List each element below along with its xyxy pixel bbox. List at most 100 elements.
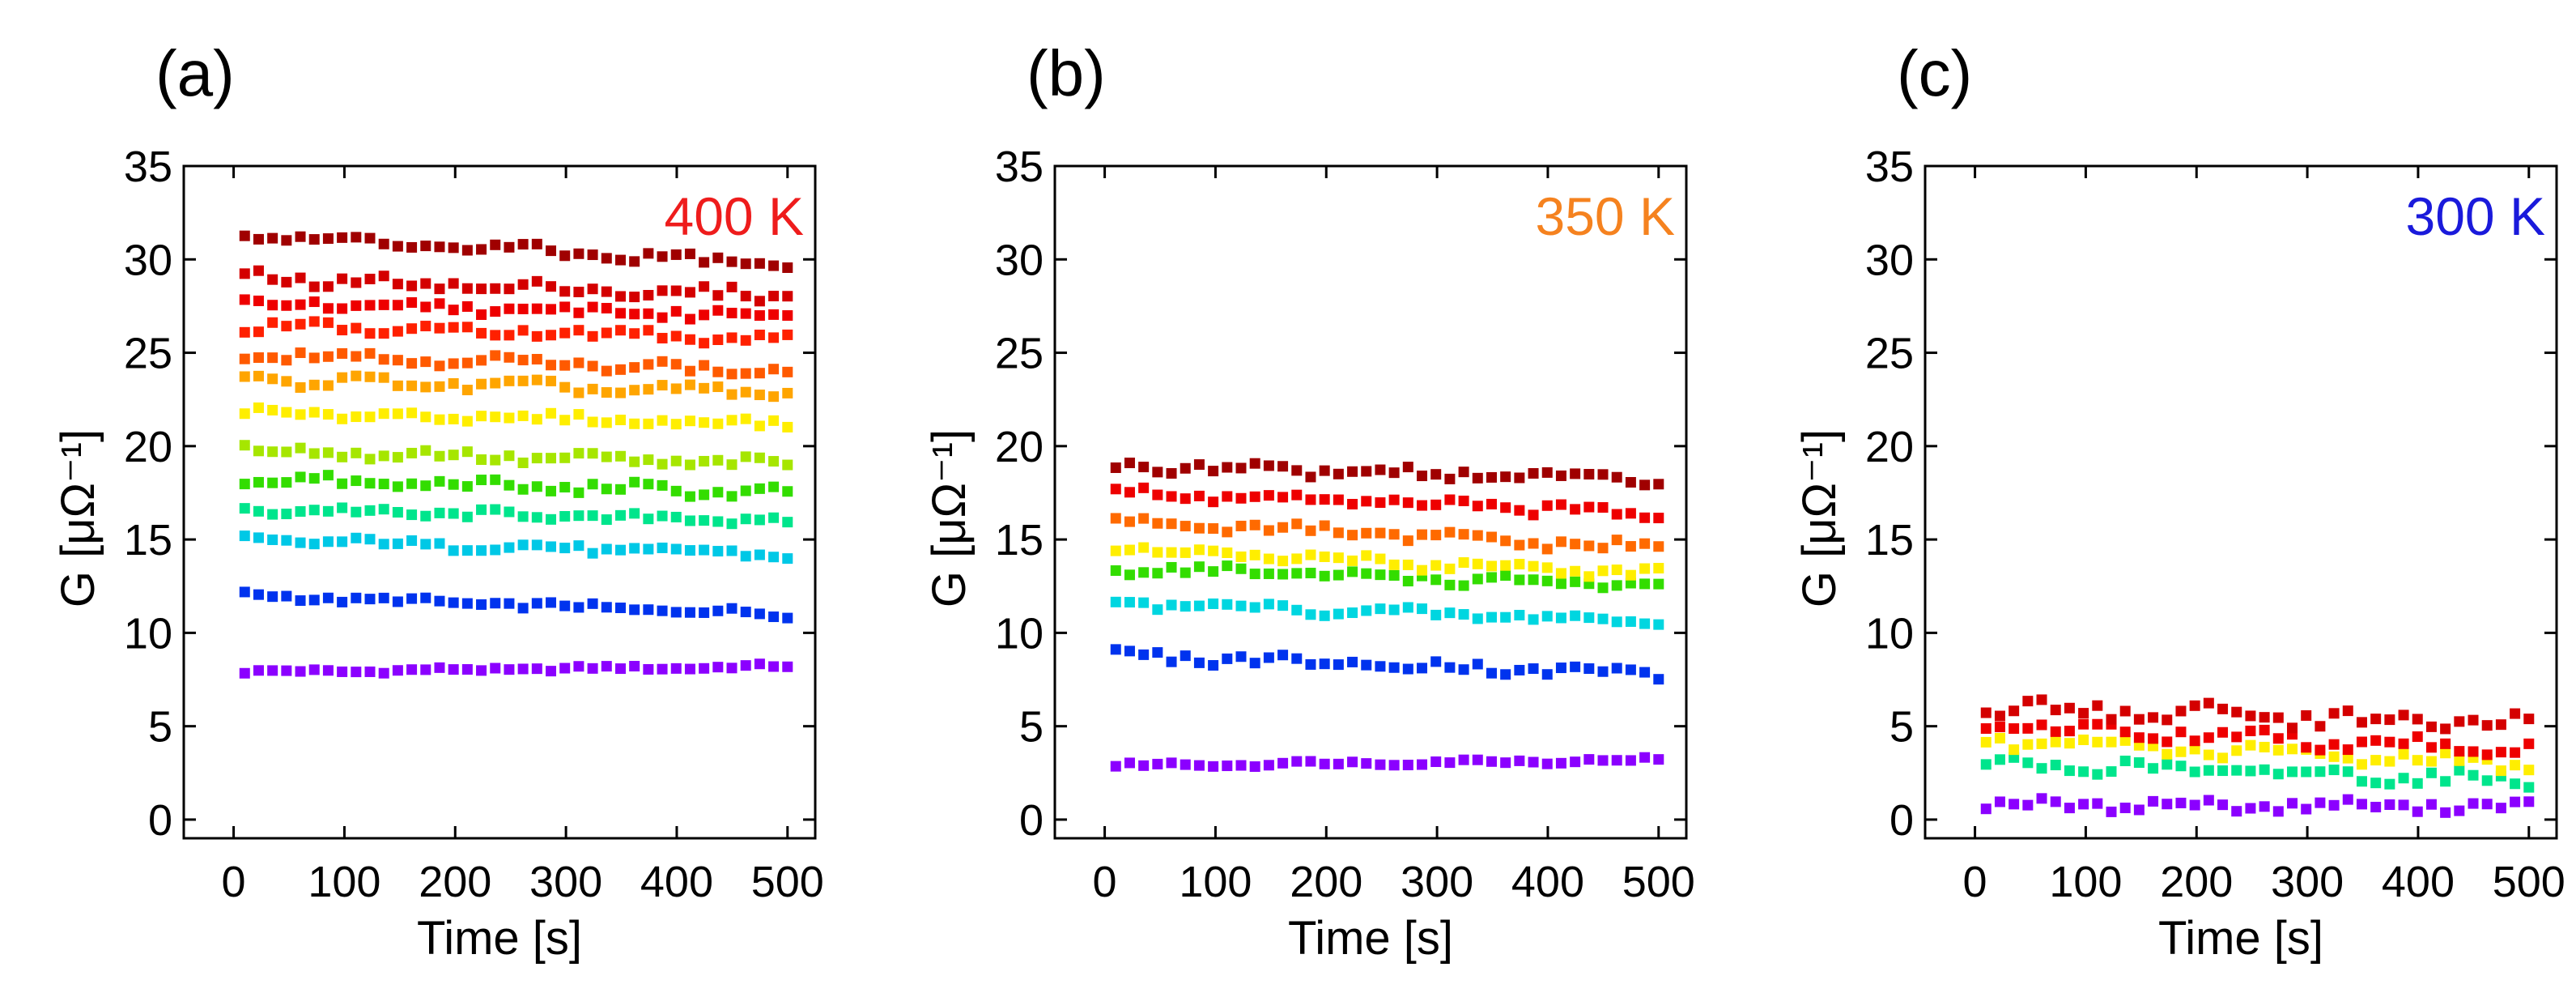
data-point	[2425, 756, 2437, 767]
data-point	[476, 475, 487, 486]
data-point	[308, 473, 320, 484]
data-point	[1402, 535, 1413, 547]
data-point	[1124, 516, 1135, 527]
data-point	[1110, 545, 1121, 556]
data-point	[476, 411, 487, 422]
data-point	[1180, 601, 1191, 612]
data-point	[2328, 799, 2340, 811]
data-point	[364, 371, 376, 382]
data-point	[1980, 707, 1992, 718]
data-point	[1570, 661, 1581, 672]
data-point	[1208, 598, 1219, 609]
data-point	[420, 445, 431, 456]
data-point	[2162, 799, 2173, 810]
data-point	[1263, 490, 1274, 501]
data-point	[684, 459, 695, 471]
data-point	[546, 666, 557, 677]
x-tick-label: 100	[1179, 858, 1252, 906]
data-point	[351, 447, 362, 458]
data-point	[740, 308, 751, 319]
data-point	[2050, 726, 2061, 737]
data-point	[406, 478, 418, 489]
data-point	[1347, 499, 1358, 510]
data-point	[295, 506, 306, 518]
data-point	[253, 402, 264, 413]
data-point	[1486, 756, 1497, 767]
data-point	[378, 299, 389, 310]
data-point	[448, 305, 459, 316]
y-tick-label: 10	[124, 609, 172, 658]
y-tick-label: 0	[1019, 796, 1044, 845]
data-point	[1388, 494, 1400, 505]
data-point	[2440, 738, 2451, 749]
series-s3	[1110, 596, 1664, 630]
y-tick-label: 20	[1865, 423, 1914, 471]
data-point	[670, 543, 682, 555]
data-point	[392, 665, 403, 676]
data-point	[364, 505, 376, 516]
data-points	[1980, 694, 2535, 818]
data-point	[1375, 464, 1386, 475]
data-point	[670, 249, 682, 260]
data-point	[1444, 473, 1456, 484]
data-point	[392, 507, 403, 518]
data-point	[1388, 467, 1400, 479]
data-point	[434, 322, 445, 334]
data-point	[392, 279, 403, 290]
data-point	[1249, 761, 1260, 773]
x-tick-label: 200	[2160, 858, 2233, 906]
data-point	[337, 413, 348, 424]
data-point	[1110, 761, 1121, 772]
data-point	[392, 380, 403, 391]
data-point	[461, 415, 473, 427]
data-point	[322, 505, 334, 517]
data-point	[2162, 736, 2173, 748]
data-point	[1458, 557, 1469, 569]
data-point	[546, 541, 557, 552]
data-point	[2398, 748, 2409, 760]
data-point	[546, 407, 557, 419]
series-s5	[1110, 542, 1664, 582]
data-point	[2301, 803, 2312, 815]
data-point	[1597, 666, 1609, 677]
data-point	[1388, 760, 1400, 771]
data-point	[1110, 462, 1121, 473]
data-point	[2301, 742, 2312, 753]
data-point	[1388, 559, 1400, 570]
data-point	[490, 454, 501, 466]
data-point	[392, 481, 403, 492]
data-point	[281, 509, 292, 520]
data-point	[337, 478, 348, 489]
y-tick-label: 25	[124, 330, 172, 378]
data-point	[1277, 650, 1289, 661]
data-point	[1444, 662, 1456, 673]
data-point	[614, 450, 626, 462]
data-point	[267, 665, 278, 676]
panel-letter: (c)	[1897, 37, 1972, 109]
data-point	[504, 506, 515, 518]
data-point	[2425, 799, 2437, 810]
data-point	[643, 604, 654, 616]
data-point	[392, 326, 403, 337]
data-point	[1291, 553, 1303, 565]
data-point	[1110, 484, 1121, 495]
data-point	[322, 592, 334, 603]
data-point	[2064, 702, 2075, 714]
data-point	[2454, 746, 2465, 757]
data-point	[2162, 748, 2173, 760]
data-point	[1222, 560, 1233, 572]
data-point	[2064, 726, 2075, 737]
y-tick-label: 35	[995, 143, 1044, 191]
data-point	[768, 291, 780, 302]
data-point	[1611, 616, 1622, 628]
data-point	[2022, 696, 2034, 707]
data-point	[420, 411, 431, 423]
x-tick-label: 100	[308, 858, 380, 906]
data-point	[2342, 705, 2353, 717]
data-point	[782, 366, 793, 377]
data-point	[1166, 656, 1177, 667]
data-point	[2287, 722, 2298, 734]
data-point	[337, 372, 348, 383]
data-point	[768, 512, 780, 523]
data-point	[267, 534, 278, 545]
